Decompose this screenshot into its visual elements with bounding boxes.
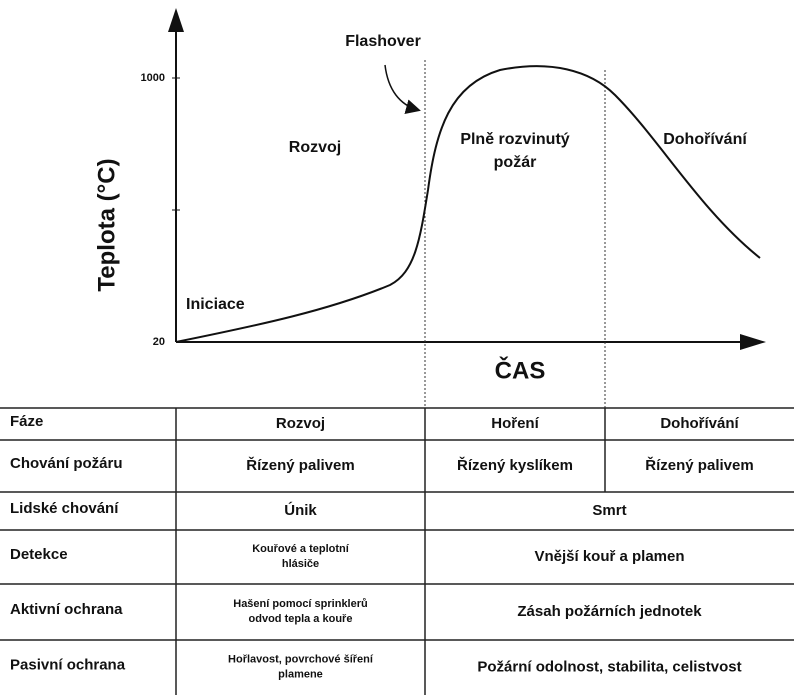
x-axis-label: ČAS xyxy=(495,356,546,384)
annotation: Rozvoj xyxy=(289,139,341,156)
table-cell: odvod tepla a kouře xyxy=(249,613,353,625)
table-cell: Požární odolnost, stabilita, celistvost xyxy=(477,658,741,675)
temperature-curve xyxy=(175,65,761,343)
annotation: Plně rozvinutý xyxy=(460,131,569,148)
annotation: Iniciace xyxy=(186,296,245,313)
table-cell: Vnější kouř a plamen xyxy=(534,548,684,565)
table-cell: plamene xyxy=(278,668,323,680)
table-cell: Kouřové a teplotní xyxy=(252,543,350,555)
table-cell: Hašení pomocí sprinklerů xyxy=(233,598,367,610)
annotation: požár xyxy=(494,154,537,171)
y-tick-label: 20 xyxy=(153,336,165,348)
table-cell: Hoření xyxy=(491,415,539,432)
flashover-arrow xyxy=(384,64,421,115)
table-cell: Hořlavost, povrchové šíření xyxy=(228,653,374,665)
table-grid xyxy=(0,407,794,695)
table-cell: Řízený kyslíkem xyxy=(457,456,573,474)
row-header: Chování požáru xyxy=(10,455,123,472)
row-header: Detekce xyxy=(10,546,68,563)
table-cell: Řízený palivem xyxy=(246,456,354,474)
row-header: Aktivní ochrana xyxy=(10,601,123,618)
table-cell: hlásiče xyxy=(282,558,319,570)
table: Fáze Rozvoj Hoření Dohořívání Chování požáru… xyxy=(10,413,754,680)
annotation: Flashover xyxy=(345,33,421,50)
table-cell: Smrt xyxy=(592,502,626,519)
annotation: Dohořívání xyxy=(663,131,747,148)
row-header: Fáze xyxy=(10,413,43,430)
row-header: Lidské chování xyxy=(10,500,119,517)
table-cell: Zásah požárních jednotek xyxy=(517,603,702,620)
table-cell: Dohořívání xyxy=(660,415,739,432)
y-tick-label: 1000 xyxy=(141,72,165,84)
y-arrow xyxy=(168,8,184,32)
table-cell: Únik xyxy=(284,501,317,519)
row-header: Pasivní ochrana xyxy=(10,656,126,673)
y-axis-label: Teplota (°C) xyxy=(93,158,120,291)
table-cell: Řízený palivem xyxy=(645,456,753,474)
x-arrow xyxy=(740,334,766,350)
table-cell: Rozvoj xyxy=(276,415,325,432)
